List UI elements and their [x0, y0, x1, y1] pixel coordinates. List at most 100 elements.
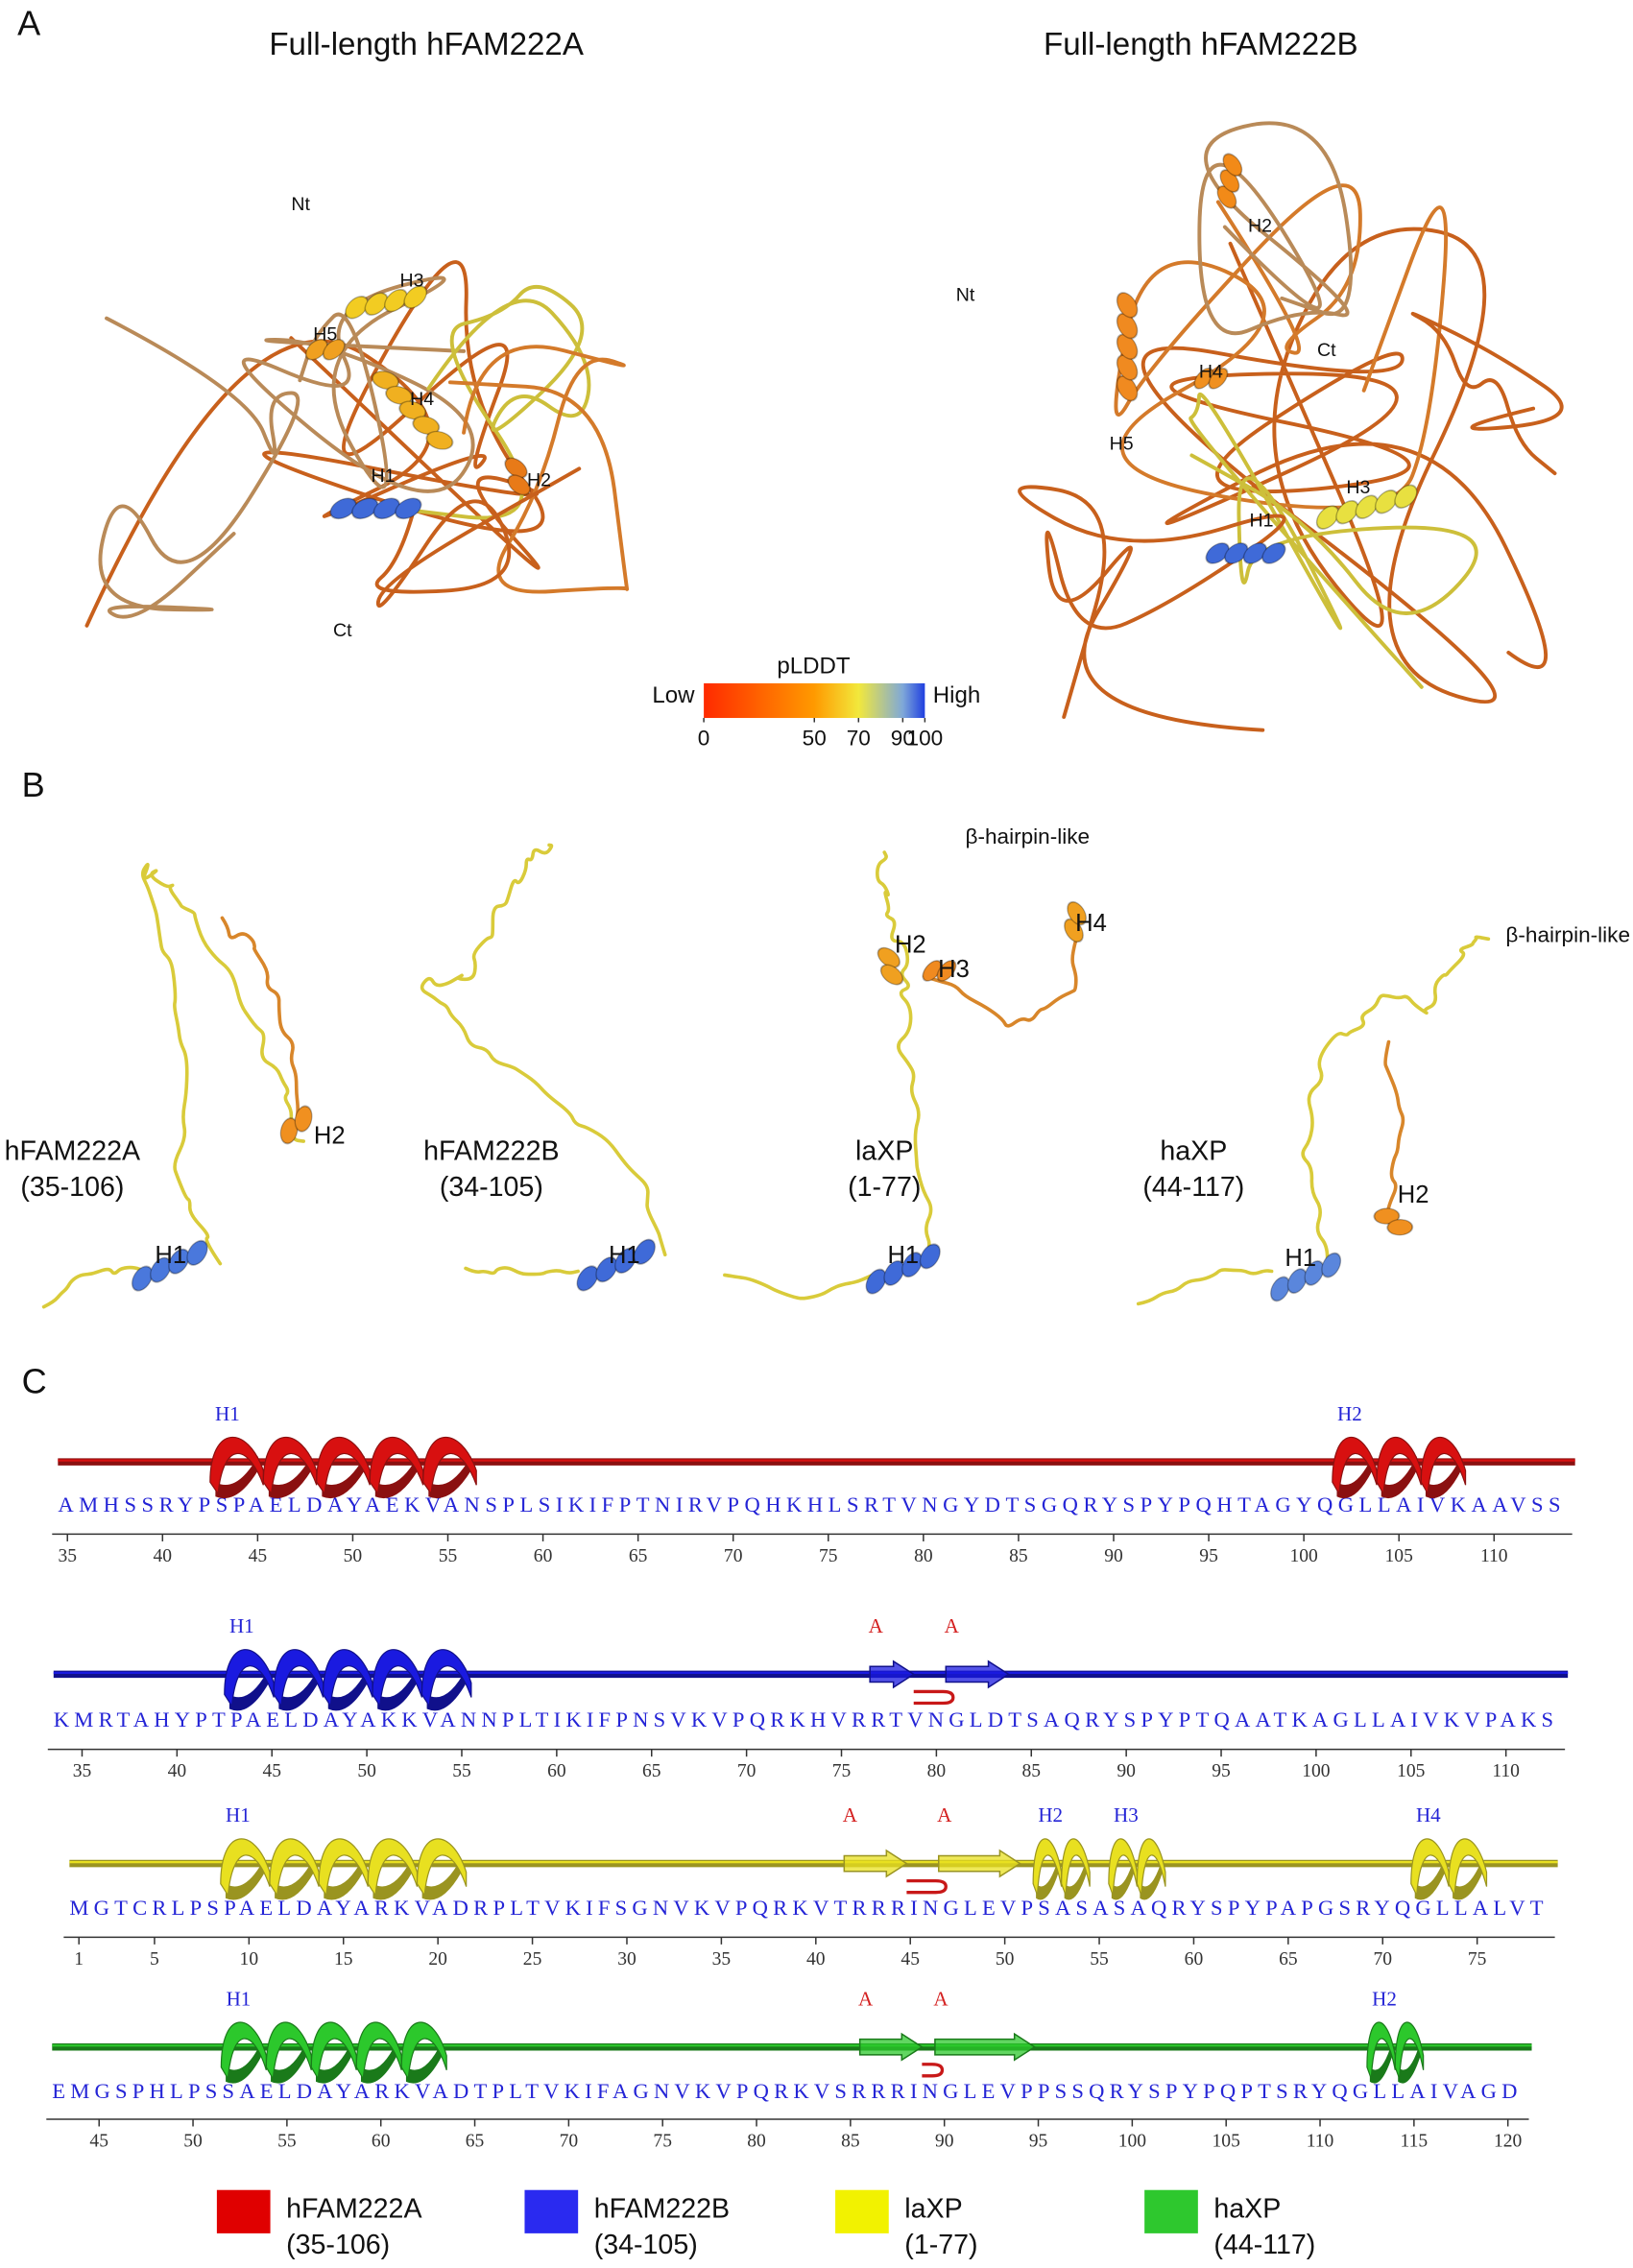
label: 30 [617, 1949, 636, 1970]
label: H4 [1075, 910, 1107, 937]
helix-back [215, 1456, 258, 1499]
label: 55 [439, 1546, 458, 1566]
label: A [17, 4, 41, 43]
label: 20 [428, 1949, 447, 1970]
label: 60 [547, 1761, 566, 1781]
label: H2 [1337, 1402, 1362, 1425]
label: 60 [534, 1546, 553, 1566]
label: 45 [262, 1761, 281, 1781]
backbone [923, 937, 1079, 1028]
label: 65 [642, 1761, 661, 1781]
backbone [464, 1266, 580, 1277]
helix-front [1420, 1436, 1467, 1496]
label: 10 [240, 1949, 259, 1970]
label: laXP [855, 1136, 913, 1167]
helix-back [1381, 1456, 1417, 1499]
helix-back [372, 1857, 413, 1900]
label: (35-106) [286, 2230, 390, 2260]
label: 55 [452, 1761, 471, 1781]
label: H3 [1346, 477, 1370, 498]
helix-turn [294, 1105, 313, 1133]
helix [1373, 1207, 1414, 1236]
helix-back [428, 1456, 471, 1499]
helix-front [1061, 1838, 1091, 1896]
label: 60 [372, 2132, 391, 2152]
helix-back [316, 2041, 352, 2084]
label: (44-117) [1213, 2230, 1315, 2260]
label: 65 [1279, 1949, 1298, 1970]
label: 100 [1118, 2132, 1147, 2152]
label: (34-105) [594, 2230, 698, 2260]
helix [220, 1838, 468, 1900]
label: A [937, 1803, 952, 1826]
label: C [22, 1361, 47, 1400]
helix-turn [633, 1238, 656, 1265]
label: 5 [150, 1949, 159, 1970]
label: β-hairpin-like [966, 824, 1091, 848]
helix-front [416, 1838, 468, 1898]
helix-front [1376, 1436, 1422, 1496]
label: 45 [249, 1546, 268, 1566]
backbone [876, 850, 933, 1261]
label: H1 [215, 1402, 240, 1425]
label: 45 [901, 1949, 920, 1970]
helix-back [1111, 1857, 1135, 1900]
label: pLDDT [777, 654, 851, 680]
label: haXP [1213, 2193, 1281, 2224]
label: MGTCRLPSPAELDAYARKVADRPLTVKIFSGNVKVPQRKV… [69, 1896, 1543, 1920]
label: A [933, 1987, 949, 2010]
label: H4 [1199, 361, 1223, 382]
helix [1410, 1838, 1488, 1900]
label: H4 [410, 389, 434, 410]
label: 75 [819, 1546, 838, 1566]
helix [504, 457, 531, 496]
label: haXP [1160, 1136, 1227, 1167]
label: 25 [523, 1949, 542, 1970]
label: 80 [927, 1761, 947, 1781]
helix-front [1394, 2021, 1425, 2080]
helix-back [377, 1668, 418, 1711]
helix [209, 1436, 477, 1499]
label: 0 [698, 727, 710, 751]
helix [1116, 292, 1139, 402]
legend-swatch [216, 2189, 271, 2233]
label: KMRTAHYPTPAELDAYAKKVANNPLTIKIFPNSVKVPQRK… [54, 1707, 1553, 1731]
label: hFAM222A [5, 1136, 140, 1167]
helix-turn [322, 338, 346, 361]
helix-back [278, 1668, 319, 1711]
helix [131, 1239, 208, 1292]
label: 50 [996, 1949, 1015, 1970]
strand [843, 1849, 908, 1878]
label: 75 [653, 2132, 672, 2152]
label: H1 [609, 1242, 640, 1269]
label: 90 [1104, 1546, 1123, 1566]
helix [220, 2021, 447, 2084]
label: EMGSPHLPSSAELDAYARKVADTPLTVKIFAGNVKVPQRK… [52, 2079, 1517, 2103]
helix-turn [1386, 1219, 1414, 1236]
backbone [220, 916, 300, 1129]
helix [279, 1105, 313, 1145]
label: 75 [1468, 1949, 1487, 1970]
label: Ct [1317, 340, 1336, 361]
label: 105 [1397, 1761, 1426, 1781]
label: 40 [154, 1546, 173, 1566]
helix-back [374, 1456, 419, 1499]
backbone [1301, 935, 1491, 1267]
label: 55 [1090, 1949, 1109, 1970]
helix-turn [1270, 1276, 1290, 1302]
helix [1108, 1838, 1166, 1900]
backbone [420, 843, 667, 1257]
label: H3 [400, 271, 424, 292]
helix [224, 1649, 472, 1711]
helix [1205, 542, 1286, 564]
label: 35 [73, 1761, 92, 1781]
helix-back [421, 1857, 462, 1900]
colorbar [704, 682, 925, 719]
helix-turn [186, 1239, 208, 1266]
label: H3 [938, 956, 970, 983]
helix-turn [403, 285, 428, 309]
label: H2 [895, 932, 926, 959]
helix [345, 285, 428, 320]
label: (34-105) [440, 1172, 543, 1203]
